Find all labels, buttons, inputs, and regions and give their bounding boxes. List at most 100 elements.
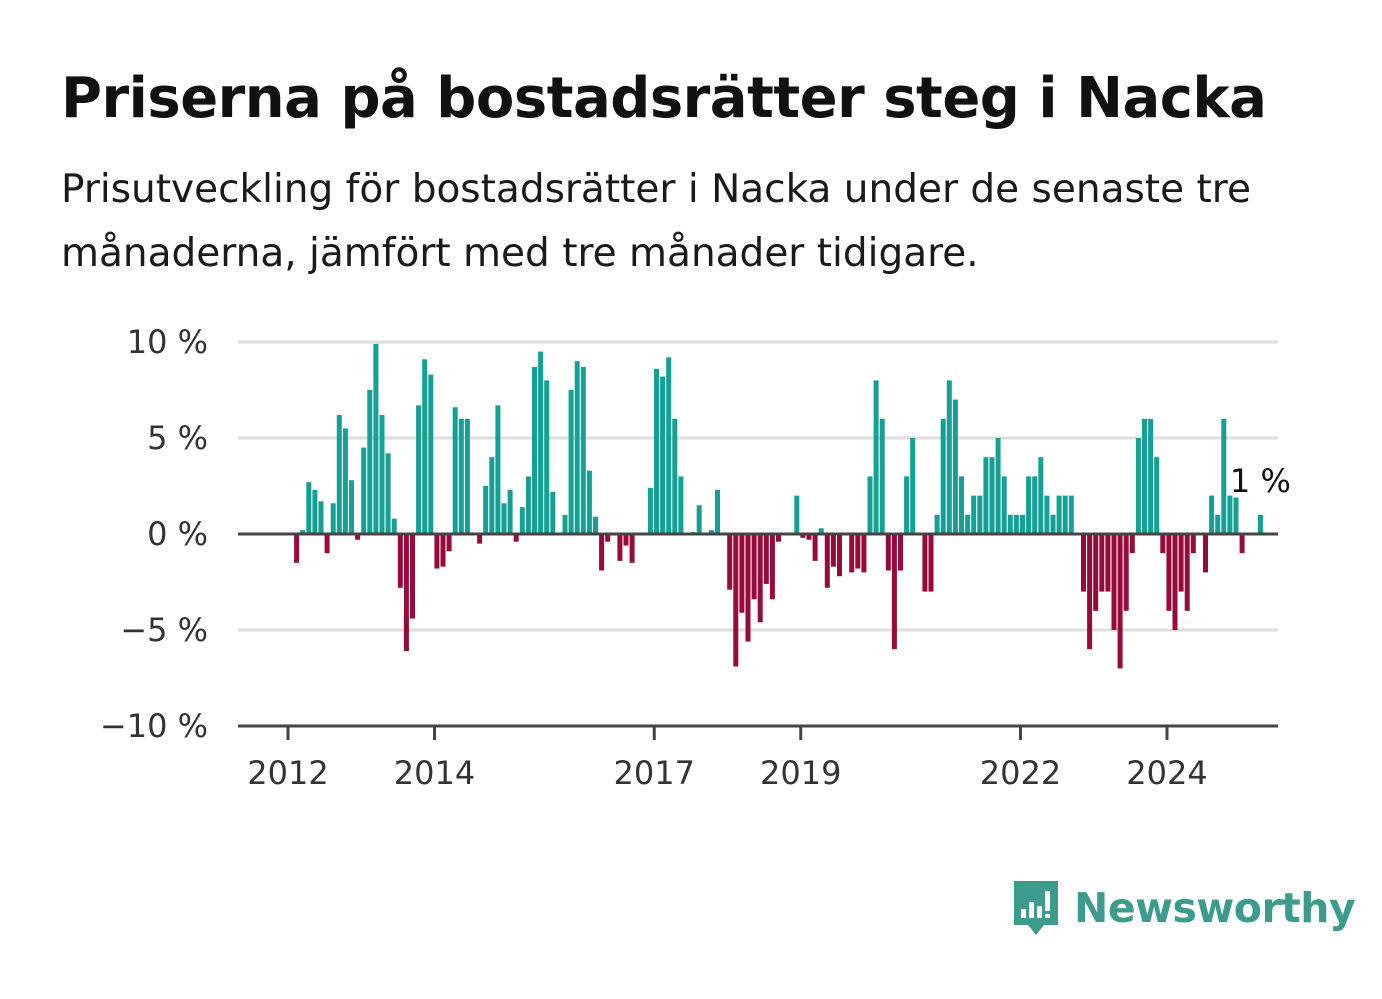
bar (806, 534, 812, 540)
bar (660, 376, 666, 534)
bar (1227, 495, 1233, 534)
bar (934, 514, 940, 534)
bar (525, 476, 531, 534)
bar (1239, 534, 1245, 554)
bar (1062, 495, 1068, 534)
bar (355, 534, 361, 540)
x-tick-label: 2022 (980, 754, 1061, 792)
bar (959, 476, 964, 534)
bar (336, 414, 342, 534)
bar (898, 534, 903, 571)
bar (867, 476, 873, 534)
bar (562, 514, 568, 534)
bar (599, 534, 605, 571)
y-tick-label: 10 % (127, 323, 208, 361)
bar (733, 534, 739, 667)
bar (763, 534, 769, 584)
bar (1032, 476, 1038, 534)
bar (300, 530, 306, 534)
bar (837, 534, 842, 577)
bar (1013, 514, 1019, 534)
x-axis-labels: 2012 2014 2017 2019 2022 2024 (247, 726, 1208, 792)
bar (983, 457, 989, 534)
bar (855, 534, 861, 569)
bar (385, 453, 391, 534)
bar (1123, 534, 1129, 611)
bar (330, 503, 336, 534)
bar (1142, 418, 1147, 534)
bar (910, 438, 916, 534)
bar (483, 486, 489, 534)
latest-value-label: 1 % (1230, 462, 1291, 500)
y-tick-label: −10 % (100, 707, 208, 745)
bar (495, 405, 501, 534)
bar (519, 507, 525, 534)
bar (294, 534, 300, 563)
bar (928, 534, 934, 592)
bar (769, 534, 775, 600)
bar (1160, 534, 1166, 554)
bar (1135, 438, 1141, 534)
chart-subtitle: Prisutveckling för bostadsrätter i Nacka… (61, 167, 1251, 276)
bar (324, 534, 330, 554)
axes (238, 532, 1278, 728)
bar (416, 405, 422, 534)
bar (757, 534, 763, 623)
bar (715, 489, 720, 534)
bar (666, 357, 672, 534)
x-tick-label: 2014 (394, 754, 475, 792)
bar (477, 534, 483, 544)
bar (745, 534, 751, 642)
bar (922, 534, 928, 592)
bar (995, 438, 1001, 534)
bar (708, 530, 714, 534)
bar (1087, 534, 1093, 650)
bar (379, 414, 385, 534)
bar (318, 501, 324, 534)
newsworthy-logo[interactable]: Newsworthy (1010, 876, 1356, 940)
bar (873, 380, 879, 534)
x-tick-label: 2024 (1126, 754, 1207, 792)
brand-name: Newsworthy (1074, 884, 1356, 932)
bar (580, 366, 586, 534)
bar (464, 418, 470, 534)
bars (294, 343, 1263, 669)
bar (1148, 418, 1154, 534)
bar (824, 534, 830, 588)
bar (672, 418, 678, 534)
bar (1093, 534, 1099, 611)
y-tick-label: 5 % (147, 419, 208, 457)
bar (312, 489, 318, 534)
bar (306, 482, 312, 534)
bar (885, 534, 891, 571)
bar (1190, 534, 1196, 554)
bar (489, 457, 495, 534)
bar (550, 491, 556, 534)
bar (904, 476, 910, 534)
bar (1178, 534, 1184, 592)
bar (1026, 476, 1032, 534)
bar (1154, 457, 1160, 534)
bar (940, 418, 946, 534)
bar (428, 374, 434, 534)
bar (440, 534, 446, 567)
bar (532, 366, 537, 534)
bar (879, 418, 885, 534)
bar (830, 534, 836, 567)
x-tick-label: 2019 (760, 754, 841, 792)
bar (1111, 534, 1117, 630)
bar (965, 514, 971, 534)
bar (1001, 476, 1007, 534)
bar (751, 534, 757, 600)
bar (1038, 457, 1044, 534)
bar (507, 489, 513, 534)
bar (794, 495, 800, 534)
bar (1105, 534, 1111, 592)
bar (403, 534, 409, 652)
bar (617, 534, 623, 561)
bar (422, 359, 428, 534)
bar (647, 487, 653, 534)
bar (446, 534, 452, 552)
bar (593, 516, 598, 534)
